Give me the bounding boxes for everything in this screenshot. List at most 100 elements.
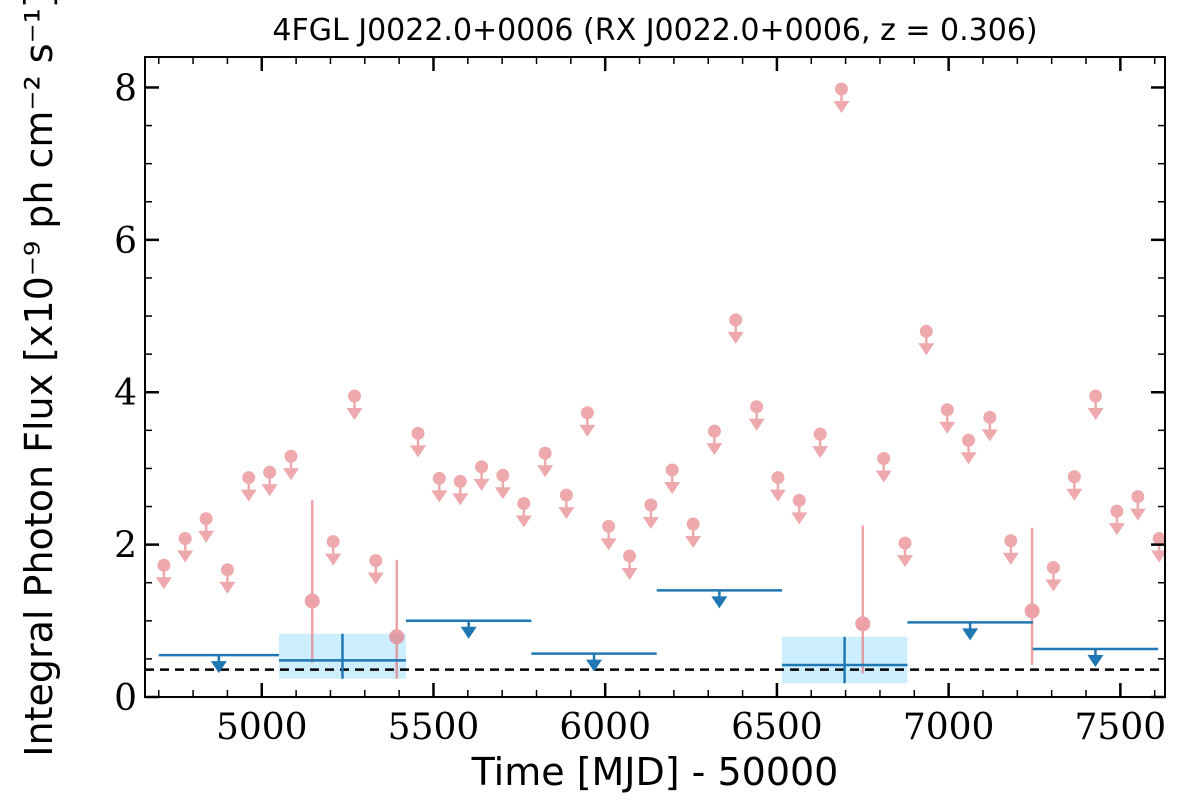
upper-limit-arrow: [1151, 550, 1168, 563]
monthly-upper-limit: [325, 535, 342, 566]
y-tick-label: 6: [114, 221, 137, 262]
monthly-upper-limit: [791, 493, 808, 525]
monthly-upper-limit: [621, 549, 638, 581]
upper-limit-arrow: [600, 538, 617, 551]
yearly-upper-limit: [406, 619, 532, 639]
upper-limit-arrow: [791, 512, 808, 525]
upper-limit-arrow: [261, 484, 278, 497]
monthly-upper-limit-point: [1004, 534, 1018, 548]
upper-limit-arrow: [431, 490, 448, 503]
upper-limit-arrow: [1066, 488, 1083, 501]
monthly-upper-limit-point: [686, 517, 700, 531]
upper-limit-arrow: [981, 429, 998, 442]
y-tick-label: 0: [114, 678, 137, 719]
monthly-upper-limit: [219, 563, 236, 594]
monthly-upper-limit-point: [284, 449, 298, 463]
monthly-upper-limit-point: [178, 532, 192, 546]
yearly-upper-limit: [1032, 647, 1159, 667]
upper-limit-arrow: [664, 481, 681, 494]
monthly-upper-limit-point: [242, 471, 256, 485]
monthly-upper-limit: [155, 558, 172, 590]
monthly-upper-limit-point: [580, 406, 594, 420]
x-tick-label: 5000: [216, 707, 308, 748]
upper-limit-arrow: [706, 443, 723, 456]
monthly-upper-limit-point: [644, 498, 658, 512]
monthly-upper-limit: [1129, 490, 1146, 521]
monthly-upper-limit-point: [919, 324, 933, 338]
monthly-upper-limit: [960, 433, 977, 465]
monthly-upper-limit-point: [220, 563, 234, 577]
monthly-upper-limit: [431, 471, 448, 503]
monthly-upper-limit: [473, 460, 490, 491]
upper-limit-arrow: [960, 452, 977, 465]
monthly-detection-point: [389, 629, 405, 645]
upper-limit-arrow: [579, 424, 596, 437]
x-tick-label: 5500: [388, 707, 480, 748]
monthly-upper-limit: [537, 446, 554, 478]
monthly-upper-limit: [1151, 532, 1168, 563]
y-axis-label: Integral Photon Flux [x10⁻⁹ ph cm⁻² s⁻¹]: [17, 0, 61, 757]
monthly-upper-limit-point: [326, 535, 340, 549]
yearly-points-layer: [158, 589, 1159, 684]
monthly-upper-limit-point: [496, 468, 510, 482]
monthly-upper-limit: [367, 554, 384, 585]
monthly-detection-point: [1024, 603, 1040, 619]
yearly-detection: [278, 633, 407, 679]
monthly-upper-limit: [918, 324, 935, 356]
monthly-upper-limit-point: [602, 519, 616, 533]
monthly-upper-limit: [812, 427, 829, 459]
plot-frame: [144, 56, 1166, 698]
monthly-upper-limit-point: [1110, 504, 1124, 518]
monthly-upper-limit-point: [369, 554, 383, 568]
upper-limit-arrow: [410, 445, 427, 458]
monthly-upper-limit: [706, 424, 723, 456]
monthly-upper-limit: [346, 389, 363, 421]
monthly-upper-limit: [558, 488, 575, 520]
monthly-upper-limit: [664, 463, 681, 494]
monthly-upper-limit: [875, 452, 892, 483]
yearly-upper-limit: [907, 621, 1033, 641]
yearly-detection: [782, 636, 908, 684]
monthly-upper-limit-point: [729, 313, 743, 327]
monthly-upper-limit-point: [771, 471, 785, 485]
monthly-upper-limit-point: [432, 471, 446, 485]
upper-limit-arrow: [473, 478, 490, 491]
monthly-upper-limit-point: [1131, 490, 1145, 504]
monthly-upper-limit-point: [707, 424, 721, 438]
x-axis-label: Time [MJD] - 50000: [471, 750, 839, 794]
upper-limit-arrow: [494, 487, 511, 500]
monthly-upper-limit-point: [877, 452, 891, 466]
monthly-upper-limit: [282, 449, 299, 481]
yearly-upper-limit: [158, 653, 279, 674]
monthly-upper-limit: [177, 532, 194, 563]
yearly-limit-arrow: [962, 628, 979, 641]
monthly-upper-limit: [1087, 389, 1104, 421]
monthly-upper-limit-point: [559, 488, 573, 502]
monthly-detection-point: [855, 616, 871, 632]
monthly-upper-limit: [410, 426, 427, 458]
upper-limit-arrow: [897, 555, 914, 568]
monthly-upper-limit-point: [898, 536, 912, 550]
monthly-detection-point: [304, 593, 320, 609]
upper-limit-arrow: [875, 470, 892, 483]
upper-limit-arrow: [748, 418, 765, 431]
monthly-upper-limit-point: [665, 463, 679, 477]
upper-limit-arrow: [1087, 408, 1104, 421]
monthly-upper-limit: [748, 400, 765, 431]
monthly-upper-limit: [769, 471, 786, 502]
tick-labels-layer: 5000 5500 6000 6500 7000 7500 0 2 4 6 8: [114, 68, 1166, 748]
upper-limit-arrow: [282, 468, 299, 481]
upper-limit-arrow: [812, 446, 829, 459]
monthly-detection: [855, 525, 871, 674]
monthly-upper-limit: [261, 465, 278, 497]
yearly-limit-arrow: [586, 659, 603, 672]
monthly-detection: [389, 559, 405, 679]
upper-limit-arrow: [685, 536, 702, 549]
upper-limit-arrow: [642, 517, 659, 529]
yearly-upper-limit: [531, 652, 657, 672]
x-tick-label: 6000: [559, 707, 651, 748]
monthly-upper-limit-point: [517, 496, 531, 510]
monthly-upper-limit-point: [983, 410, 997, 424]
upper-limit-arrow: [346, 408, 363, 421]
